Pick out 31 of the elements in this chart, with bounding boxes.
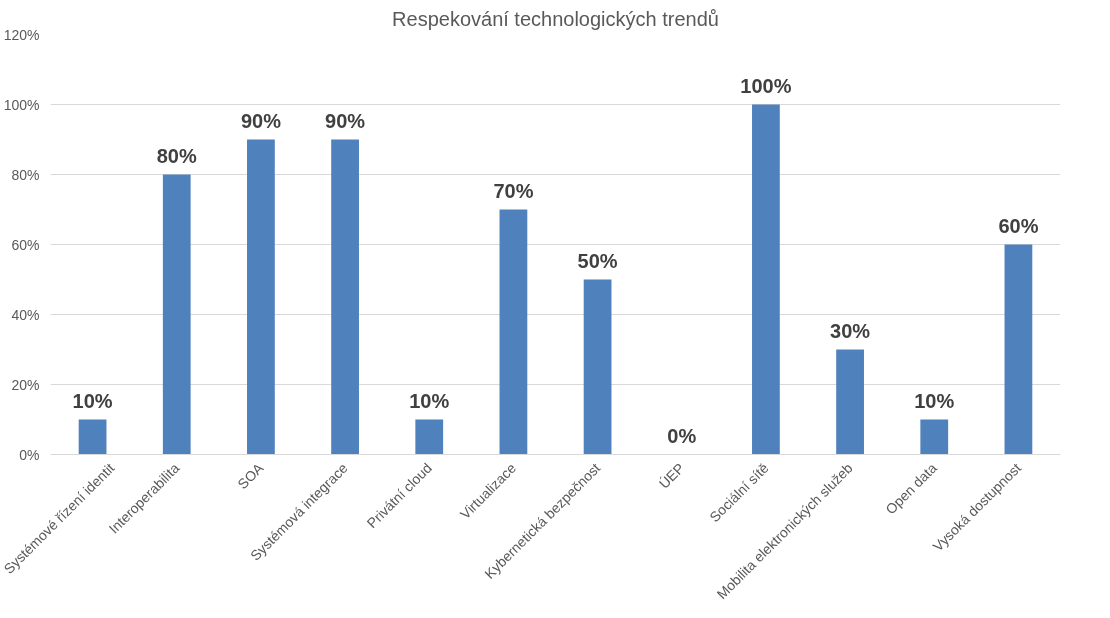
data-label: 10% — [72, 389, 113, 412]
chart-title: Respekování technologických trendů — [392, 7, 719, 30]
data-label: 90% — [325, 109, 366, 132]
bar — [1004, 244, 1033, 455]
data-label: 30% — [830, 319, 871, 342]
data-label: 10% — [914, 389, 955, 412]
y-tick-label: 120% — [3, 26, 40, 43]
bar — [247, 139, 275, 455]
data-label: 10% — [409, 389, 450, 412]
data-label: 0% — [667, 424, 697, 447]
y-tick-label: 60% — [11, 236, 40, 253]
bar — [836, 349, 864, 455]
y-tick-label: 80% — [11, 166, 40, 183]
bar — [752, 104, 780, 455]
y-tick-label: 0% — [19, 446, 40, 463]
data-label: 70% — [493, 179, 534, 202]
data-label: 100% — [740, 74, 792, 97]
data-label: 90% — [240, 109, 282, 132]
bar — [331, 139, 359, 455]
bar — [499, 209, 528, 455]
y-tick-label: 100% — [3, 96, 40, 113]
data-label: 80% — [156, 144, 197, 167]
bar — [162, 174, 191, 455]
bar — [78, 419, 107, 455]
y-tick-label: 40% — [11, 306, 40, 323]
bar — [415, 419, 444, 455]
bar — [920, 419, 949, 455]
bar — [583, 279, 612, 455]
data-label: 50% — [577, 249, 618, 272]
data-label: 60% — [998, 214, 1039, 237]
y-tick-label: 20% — [11, 376, 40, 393]
